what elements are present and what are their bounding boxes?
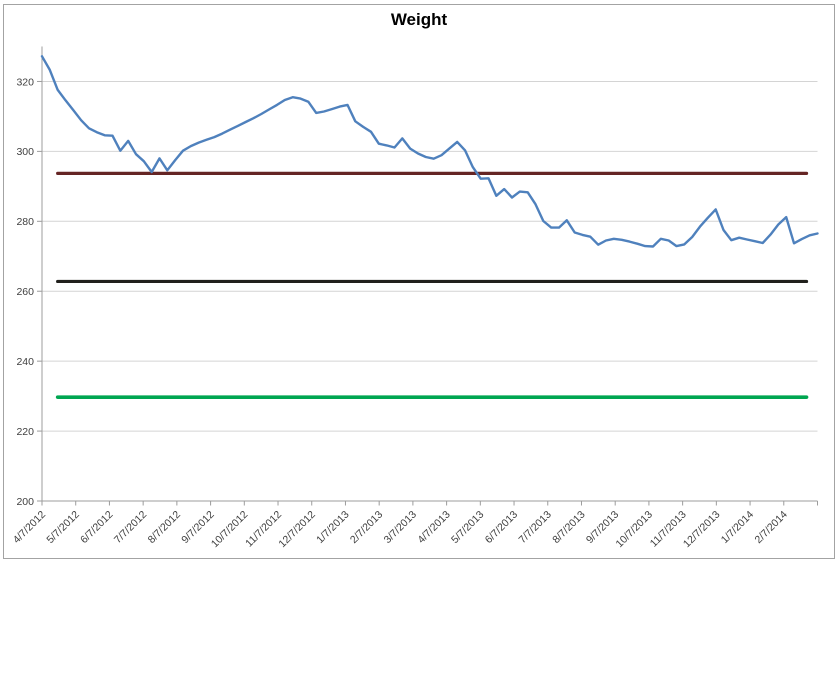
- y-tick-label: 220: [16, 426, 34, 438]
- x-tick-label: 8/7/2012: [146, 509, 183, 546]
- y-tick-label: 240: [16, 356, 34, 368]
- x-tick-label: 2/7/2013: [348, 509, 385, 546]
- x-tick-label: 8/7/2013: [550, 509, 587, 546]
- x-tick-label: 1/7/2014: [719, 509, 756, 546]
- x-tick-label: 12/7/2012: [276, 509, 318, 551]
- x-tick-label: 10/7/2012: [209, 509, 251, 551]
- x-tick-label: 4/7/2012: [11, 509, 48, 546]
- weight-series-line: [40, 55, 819, 248]
- x-tick-label: 5/7/2013: [449, 509, 486, 546]
- x-tick-label: 3/7/2013: [382, 509, 419, 546]
- chart-title: Weight: [390, 10, 448, 29]
- y-tick-label: 300: [16, 146, 34, 158]
- y-tick-label: 280: [16, 216, 34, 228]
- x-tick-label: 1/7/2013: [314, 509, 351, 546]
- x-tick-label: 6/7/2012: [78, 509, 115, 546]
- x-tick-label: 7/7/2013: [516, 509, 553, 546]
- x-tick-label: 2/7/2014: [753, 509, 790, 546]
- x-tick-label: 5/7/2012: [44, 509, 81, 546]
- x-tick-label: 10/7/2013: [614, 509, 656, 551]
- x-tick-label: 6/7/2013: [483, 509, 520, 546]
- x-tick-label: 12/7/2013: [681, 509, 723, 551]
- x-tick-label: 4/7/2013: [415, 509, 452, 546]
- y-tick-label: 200: [16, 496, 34, 508]
- y-tick-label: 260: [16, 286, 34, 298]
- y-tick-label: 320: [16, 76, 34, 88]
- x-tick-label: 7/7/2012: [112, 509, 149, 546]
